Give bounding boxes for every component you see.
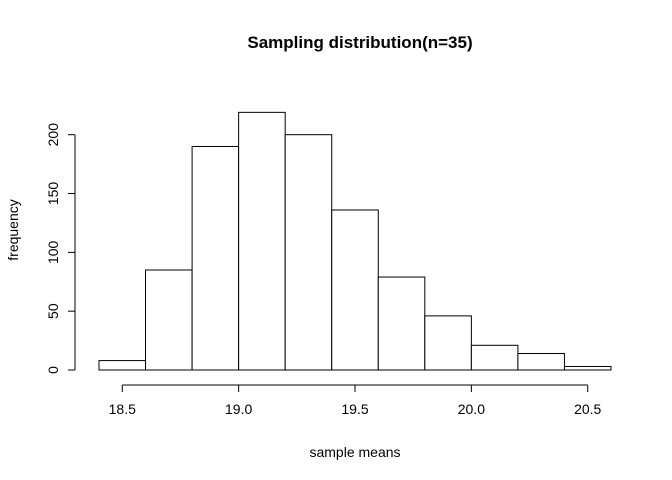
histogram-bar [98, 360, 147, 371]
histogram-bar [424, 315, 472, 371]
y-axis-label: frequency [5, 199, 21, 260]
y-tick-label: 100 [45, 240, 61, 264]
histogram-bar [331, 209, 379, 371]
histogram-bar [191, 145, 240, 371]
x-tick-label: 19.0 [225, 401, 252, 417]
y-tick-label: 0 [45, 366, 61, 374]
x-axis: 18.5 19.0 19.5 20.0 20.5 [109, 384, 602, 417]
x-tick-label: 20.0 [458, 401, 485, 417]
histogram-bar [470, 344, 519, 371]
histogram-bar [377, 276, 426, 371]
histogram-bar [145, 269, 193, 371]
histogram-bar [238, 111, 286, 371]
x-tick-label: 18.5 [109, 401, 136, 417]
bars-group [98, 111, 612, 371]
chart-title: Sampling distribution(n=35) [247, 33, 472, 52]
x-tick-label: 19.5 [341, 401, 368, 417]
y-axis: 0 50 100 150 200 [45, 123, 76, 374]
x-axis-label: sample means [309, 444, 400, 460]
y-tick-label: 50 [45, 303, 61, 319]
y-tick-label: 200 [45, 123, 61, 147]
x-tick-label: 20.5 [574, 401, 601, 417]
y-tick-label: 150 [45, 182, 61, 206]
histogram-bar [517, 353, 565, 371]
histogram-bar [563, 365, 612, 371]
histogram-bar [284, 134, 333, 371]
